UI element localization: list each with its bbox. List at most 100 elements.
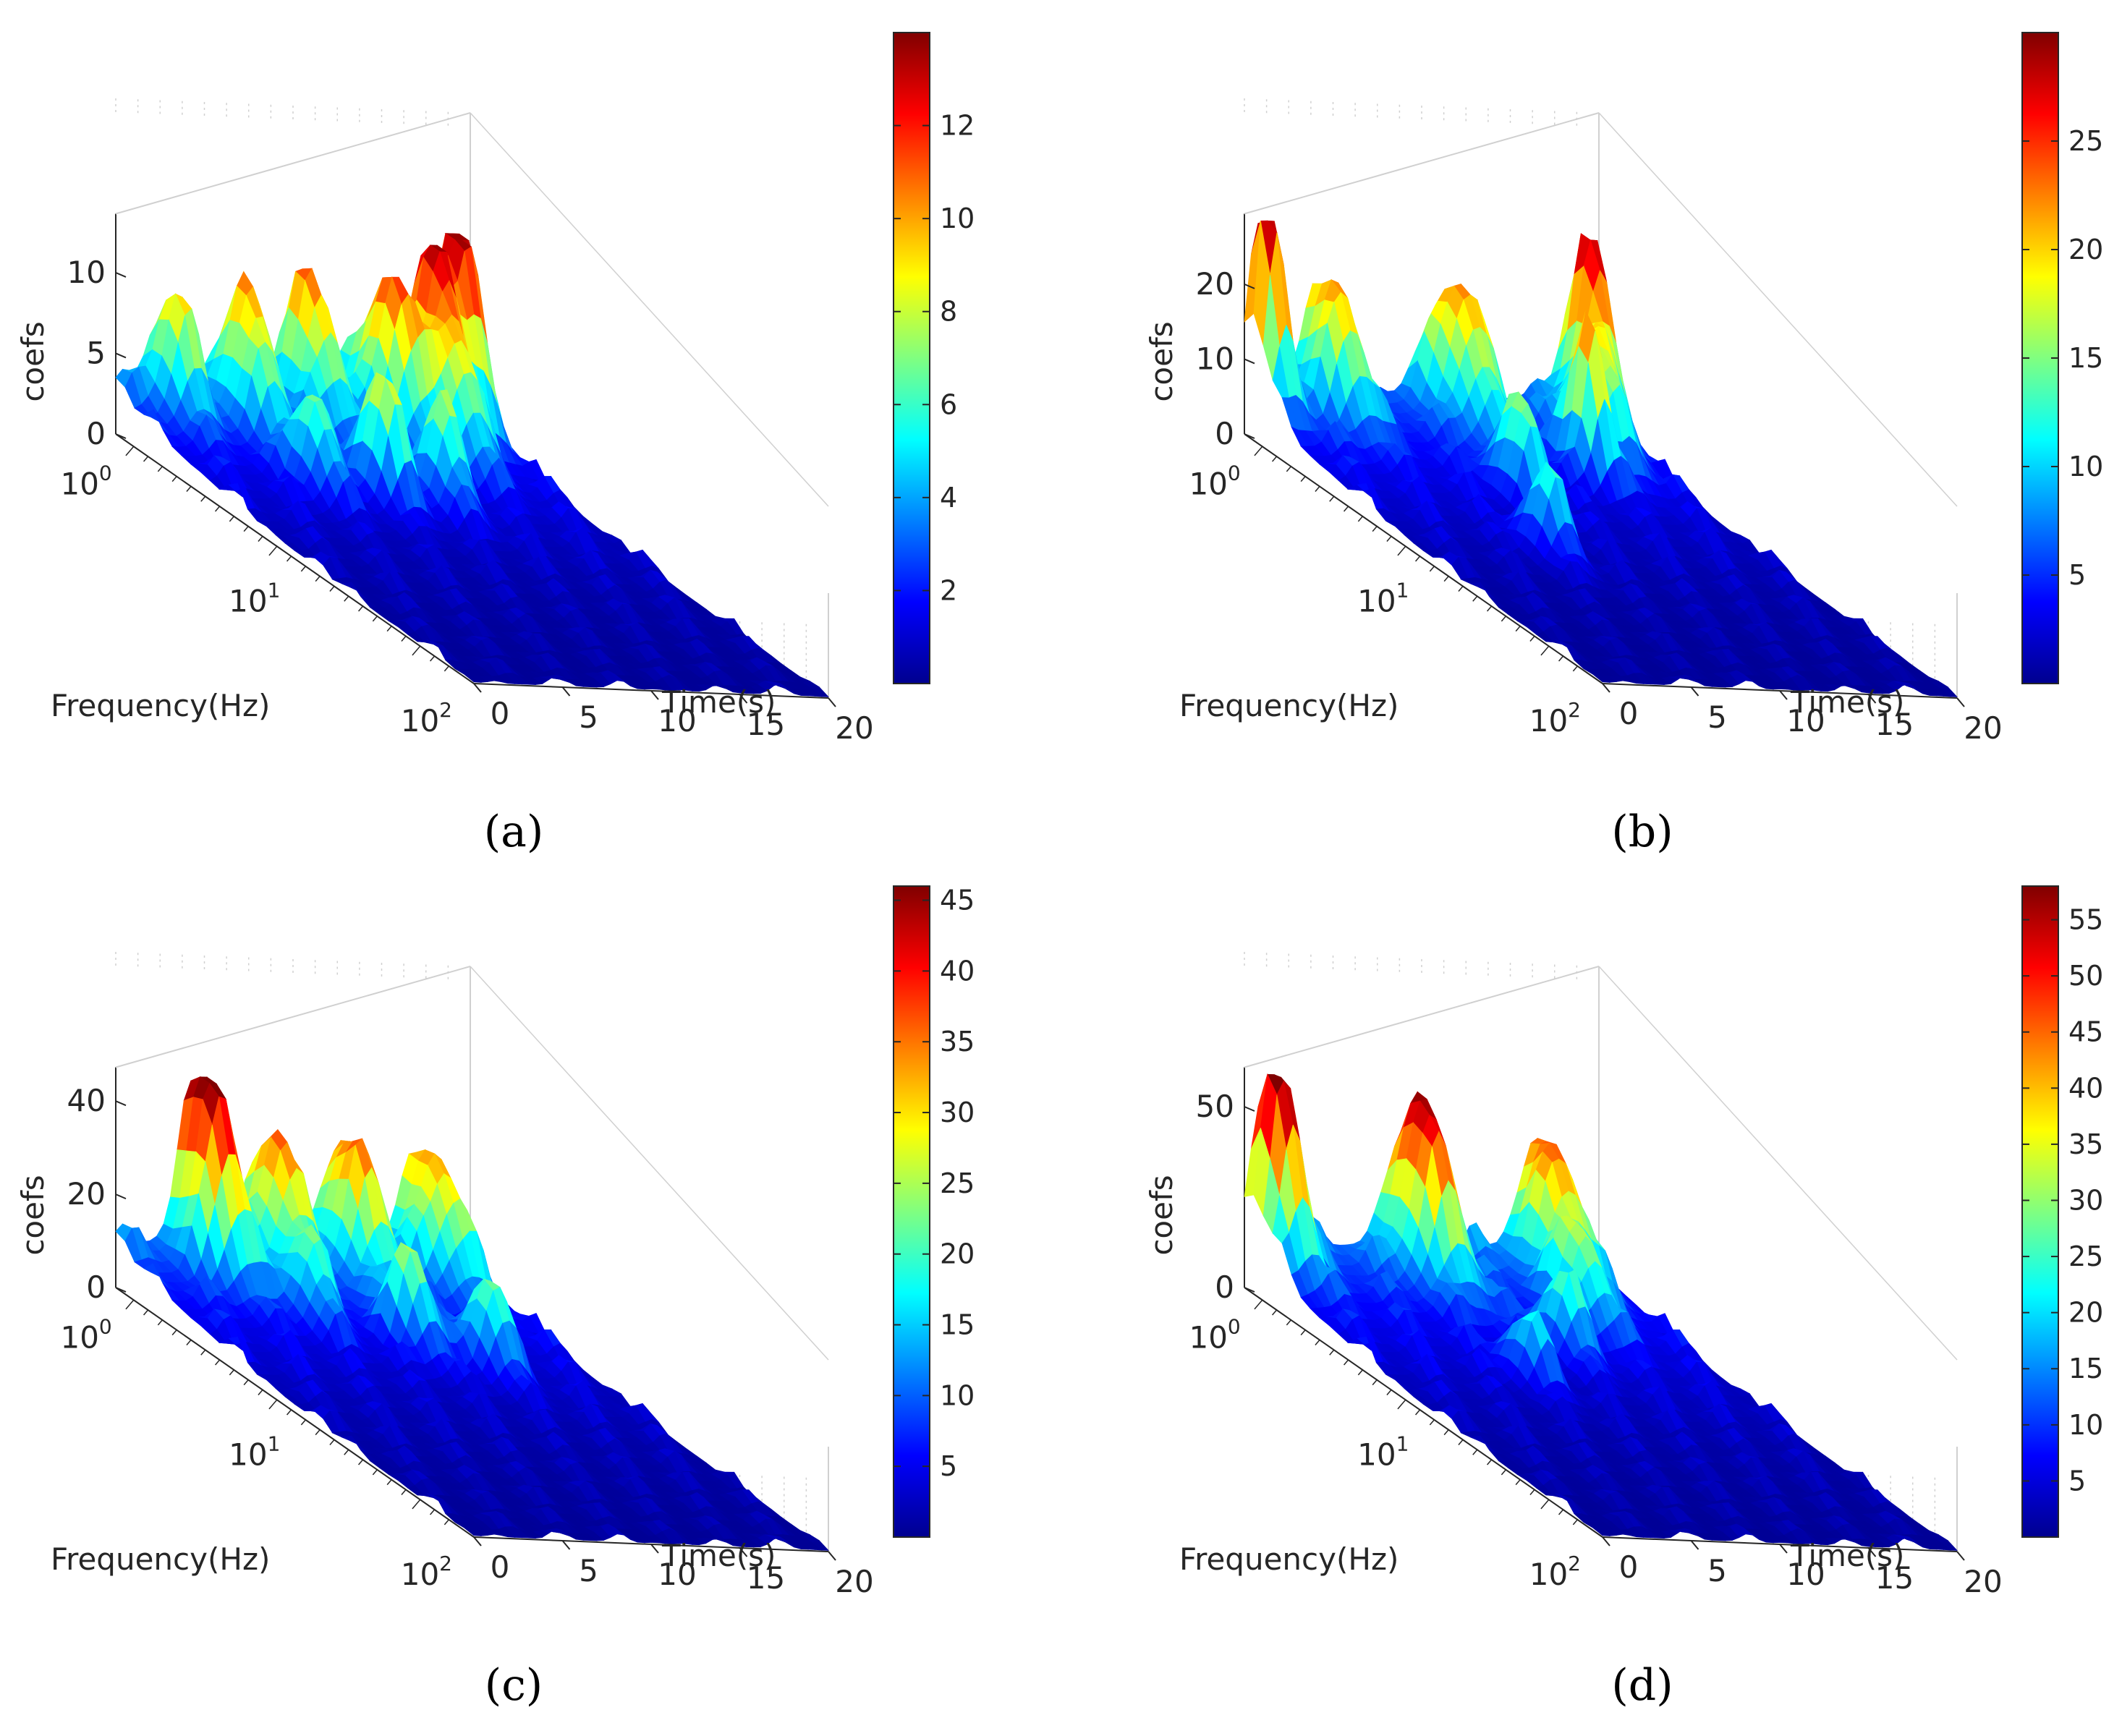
colorbar [2021, 885, 2059, 1538]
x-axis-label: Frequency(Hz) [51, 688, 270, 723]
frequency-tick-label: 102 [401, 1552, 452, 1592]
z-tick-label: 0 [1215, 1269, 1234, 1305]
colorbar-tick-label: 10 [940, 1379, 975, 1411]
colorbar-tick-label: 5 [2068, 559, 2086, 591]
colorbar-tick-label: 4 [940, 482, 957, 514]
time-tick-label: 5 [1707, 699, 1727, 735]
colorbar [893, 885, 930, 1538]
z-tick-label: 5 [86, 335, 106, 370]
colorbar-tick-label: 5 [2068, 1465, 2086, 1497]
z-axis-label: coefs [15, 321, 51, 401]
z-tick-label: 0 [86, 1269, 106, 1305]
y-axis-label: Time(s) [661, 1538, 776, 1573]
z-tick-label: 0 [86, 416, 106, 451]
z-tick-label: 20 [67, 1176, 106, 1212]
colorbar [893, 32, 930, 684]
colorbar-tick-label: 20 [2068, 234, 2103, 265]
z-tick-label: 10 [1196, 341, 1234, 376]
surface-panel-b: 0 10 20 0 5 10 15 20 100 101 102 coefs Frequency(Hz)… [1144, 32, 2103, 857]
panel-caption: (c) [485, 1660, 543, 1711]
colorbar-tick-label: 15 [2068, 1353, 2103, 1384]
axes-lines [1244, 283, 1965, 707]
colorbar-tick-label: 40 [2068, 1072, 2103, 1104]
colorbar-tick-label: 6 [940, 388, 957, 420]
colorbar-tick-label: 8 [940, 296, 957, 328]
time-tick-label: 0 [1619, 1549, 1639, 1585]
colorbar-tick-label: 10 [940, 203, 975, 234]
y-axis-label: Time(s) [1790, 684, 1904, 720]
time-tick-label: 10 [1786, 1557, 1825, 1592]
time-tick-label: 10 [658, 1557, 696, 1592]
surface-mesh [115, 233, 829, 697]
colorbar-tick-label: 35 [940, 1026, 975, 1058]
frequency-tick-label: 101 [1357, 1431, 1409, 1472]
time-tick-label: 15 [747, 1560, 785, 1596]
y-axis-label: Time(s) [661, 684, 776, 720]
panel-caption: (d) [1611, 1660, 1673, 1711]
colorbar-tick-label: 25 [2068, 1241, 2103, 1272]
colorbar-tick-label: 20 [2068, 1297, 2103, 1329]
frequency-tick-label: 100 [1189, 461, 1240, 501]
y-axis-label: Time(s) [1790, 1538, 1904, 1573]
time-tick-label: 20 [835, 710, 873, 746]
time-tick-label: 15 [1875, 1560, 1914, 1596]
frequency-tick-label: 101 [1357, 578, 1409, 618]
surface-mesh [1244, 220, 1958, 697]
axes-grid [115, 952, 829, 1552]
time-tick-label: 20 [1964, 710, 2002, 746]
time-tick-label: 15 [1875, 707, 1914, 742]
colorbar-tick-label: 12 [940, 110, 975, 142]
frequency-tick-label: 102 [401, 698, 452, 739]
colorbar-tick-label: 45 [2068, 1016, 2103, 1048]
axes-lines [1244, 1106, 1965, 1561]
colorbar-tick-label: 10 [2068, 1409, 2103, 1441]
surface-panel-d: 0 50 0 5 10 15 20 100 101 102 coefs Frequency(Hz) Ti… [1144, 885, 2103, 1711]
time-tick-label: 5 [1707, 1553, 1727, 1588]
z-axis-label: coefs [15, 1175, 51, 1255]
colorbar-tick-label: 2 [940, 574, 957, 606]
x-axis-label: Frequency(Hz) [1179, 688, 1399, 723]
panel-caption: (a) [484, 807, 544, 857]
colorbar-tick-label: 35 [2068, 1128, 2103, 1160]
frequency-tick-label: 101 [229, 578, 280, 618]
time-tick-label: 0 [491, 696, 510, 731]
colorbar-tick-label: 15 [2068, 342, 2103, 374]
z-axis-label: coefs [1144, 1175, 1179, 1255]
colorbar-tick-label: 40 [940, 955, 975, 987]
colorbar-tick-label: 25 [2068, 125, 2103, 157]
time-tick-label: 20 [835, 1564, 873, 1599]
time-tick-label: 0 [1619, 696, 1639, 731]
colorbar-tick-label: 10 [2068, 451, 2103, 482]
frequency-tick-label: 100 [60, 1314, 111, 1355]
surface-panel-c: 0 20 40 0 5 10 15 20 100 101 102 coefs Frequency(Hz)… [15, 885, 975, 1711]
time-tick-label: 15 [747, 707, 785, 742]
colorbar-tick-label: 50 [2068, 960, 2103, 992]
axes-lines [115, 272, 836, 707]
panel-caption: (b) [1611, 807, 1673, 857]
x-axis-label: Frequency(Hz) [1179, 1541, 1399, 1577]
z-tick-label: 40 [67, 1083, 106, 1118]
x-axis-label: Frequency(Hz) [51, 1541, 270, 1577]
time-tick-label: 10 [658, 703, 696, 739]
z-tick-label: 20 [1196, 266, 1234, 302]
frequency-tick-label: 101 [229, 1431, 280, 1472]
time-tick-label: 20 [1964, 1564, 2002, 1599]
time-tick-label: 5 [579, 1553, 598, 1588]
time-tick-label: 10 [1786, 703, 1825, 739]
colorbar-tick-label: 20 [940, 1238, 975, 1270]
z-axis-label: coefs [1144, 321, 1179, 401]
colorbar-tick-label: 25 [940, 1167, 975, 1199]
colorbar-tick-label: 30 [940, 1097, 975, 1128]
frequency-tick-label: 102 [1529, 698, 1581, 739]
axes-lines [115, 1100, 836, 1561]
z-tick-label: 50 [1196, 1089, 1234, 1124]
z-tick-label: 10 [67, 255, 106, 290]
time-tick-label: 0 [491, 1549, 510, 1585]
colorbar-tick-label: 5 [940, 1450, 957, 1482]
surface-mesh [115, 1076, 829, 1551]
time-tick-label: 5 [579, 699, 598, 735]
colorbar-tick-label: 15 [940, 1309, 975, 1341]
frequency-tick-label: 100 [1189, 1314, 1240, 1355]
